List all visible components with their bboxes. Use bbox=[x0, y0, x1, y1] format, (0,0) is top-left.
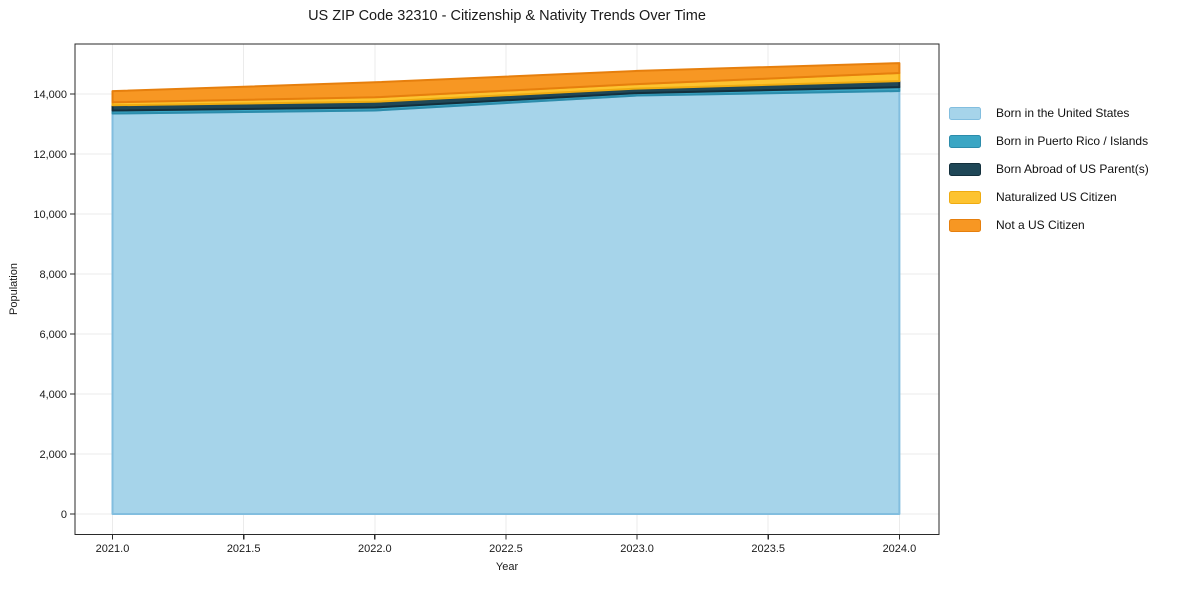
legend-label: Born in Puerto Rico / Islands bbox=[996, 134, 1149, 148]
x-tick-label: 2022.0 bbox=[358, 543, 392, 555]
legend: Born in the United States Born in Puerto … bbox=[949, 99, 1149, 239]
area-not-a-us-citizen bbox=[111, 62, 901, 104]
y-tick-label: 14,000 bbox=[33, 89, 67, 101]
legend-item: Born in the United States bbox=[949, 99, 1149, 127]
x-tick-label: 2023.0 bbox=[620, 543, 654, 555]
area-born-in-the-united-states bbox=[111, 90, 901, 516]
legend-label: Not a US Citizen bbox=[996, 218, 1085, 232]
legend-label: Born Abroad of US Parent(s) bbox=[996, 162, 1149, 176]
y-tick-label: 12,000 bbox=[33, 149, 67, 161]
y-tick-label: 0 bbox=[61, 509, 67, 521]
legend-swatch bbox=[949, 218, 981, 232]
y-tick-label: 6,000 bbox=[39, 329, 67, 341]
legend-label: Naturalized US Citizen bbox=[996, 190, 1117, 204]
x-axis-label: Year bbox=[495, 561, 519, 573]
axes-border bbox=[74, 43, 940, 536]
x-tick-label: 2023.5 bbox=[751, 543, 785, 555]
legend-item: Born in Puerto Rico / Islands bbox=[949, 127, 1149, 155]
y-tick-label: 10,000 bbox=[33, 209, 67, 221]
x-tick-label: 2021.5 bbox=[227, 543, 261, 555]
x-tick-label: 2022.5 bbox=[489, 543, 523, 555]
x-tick-label: 2024.0 bbox=[883, 543, 917, 555]
legend-swatch bbox=[949, 190, 981, 204]
legend-label: Born in the United States bbox=[996, 106, 1130, 120]
x-tick-label: 2021.0 bbox=[96, 543, 130, 555]
chart-title: US ZIP Code 32310 - Citizenship & Nativi… bbox=[308, 8, 706, 24]
legend-swatch bbox=[949, 134, 981, 148]
legend-item: Born Abroad of US Parent(s) bbox=[949, 155, 1149, 183]
legend-swatch bbox=[949, 162, 981, 176]
legend-item: Naturalized US Citizen bbox=[949, 183, 1149, 211]
legend-item: Not a US Citizen bbox=[949, 211, 1149, 239]
y-tick-label: 4,000 bbox=[39, 389, 67, 401]
y-tick-label: 8,000 bbox=[39, 269, 67, 281]
legend-swatch bbox=[949, 106, 981, 120]
y-tick-label: 2,000 bbox=[39, 449, 67, 461]
